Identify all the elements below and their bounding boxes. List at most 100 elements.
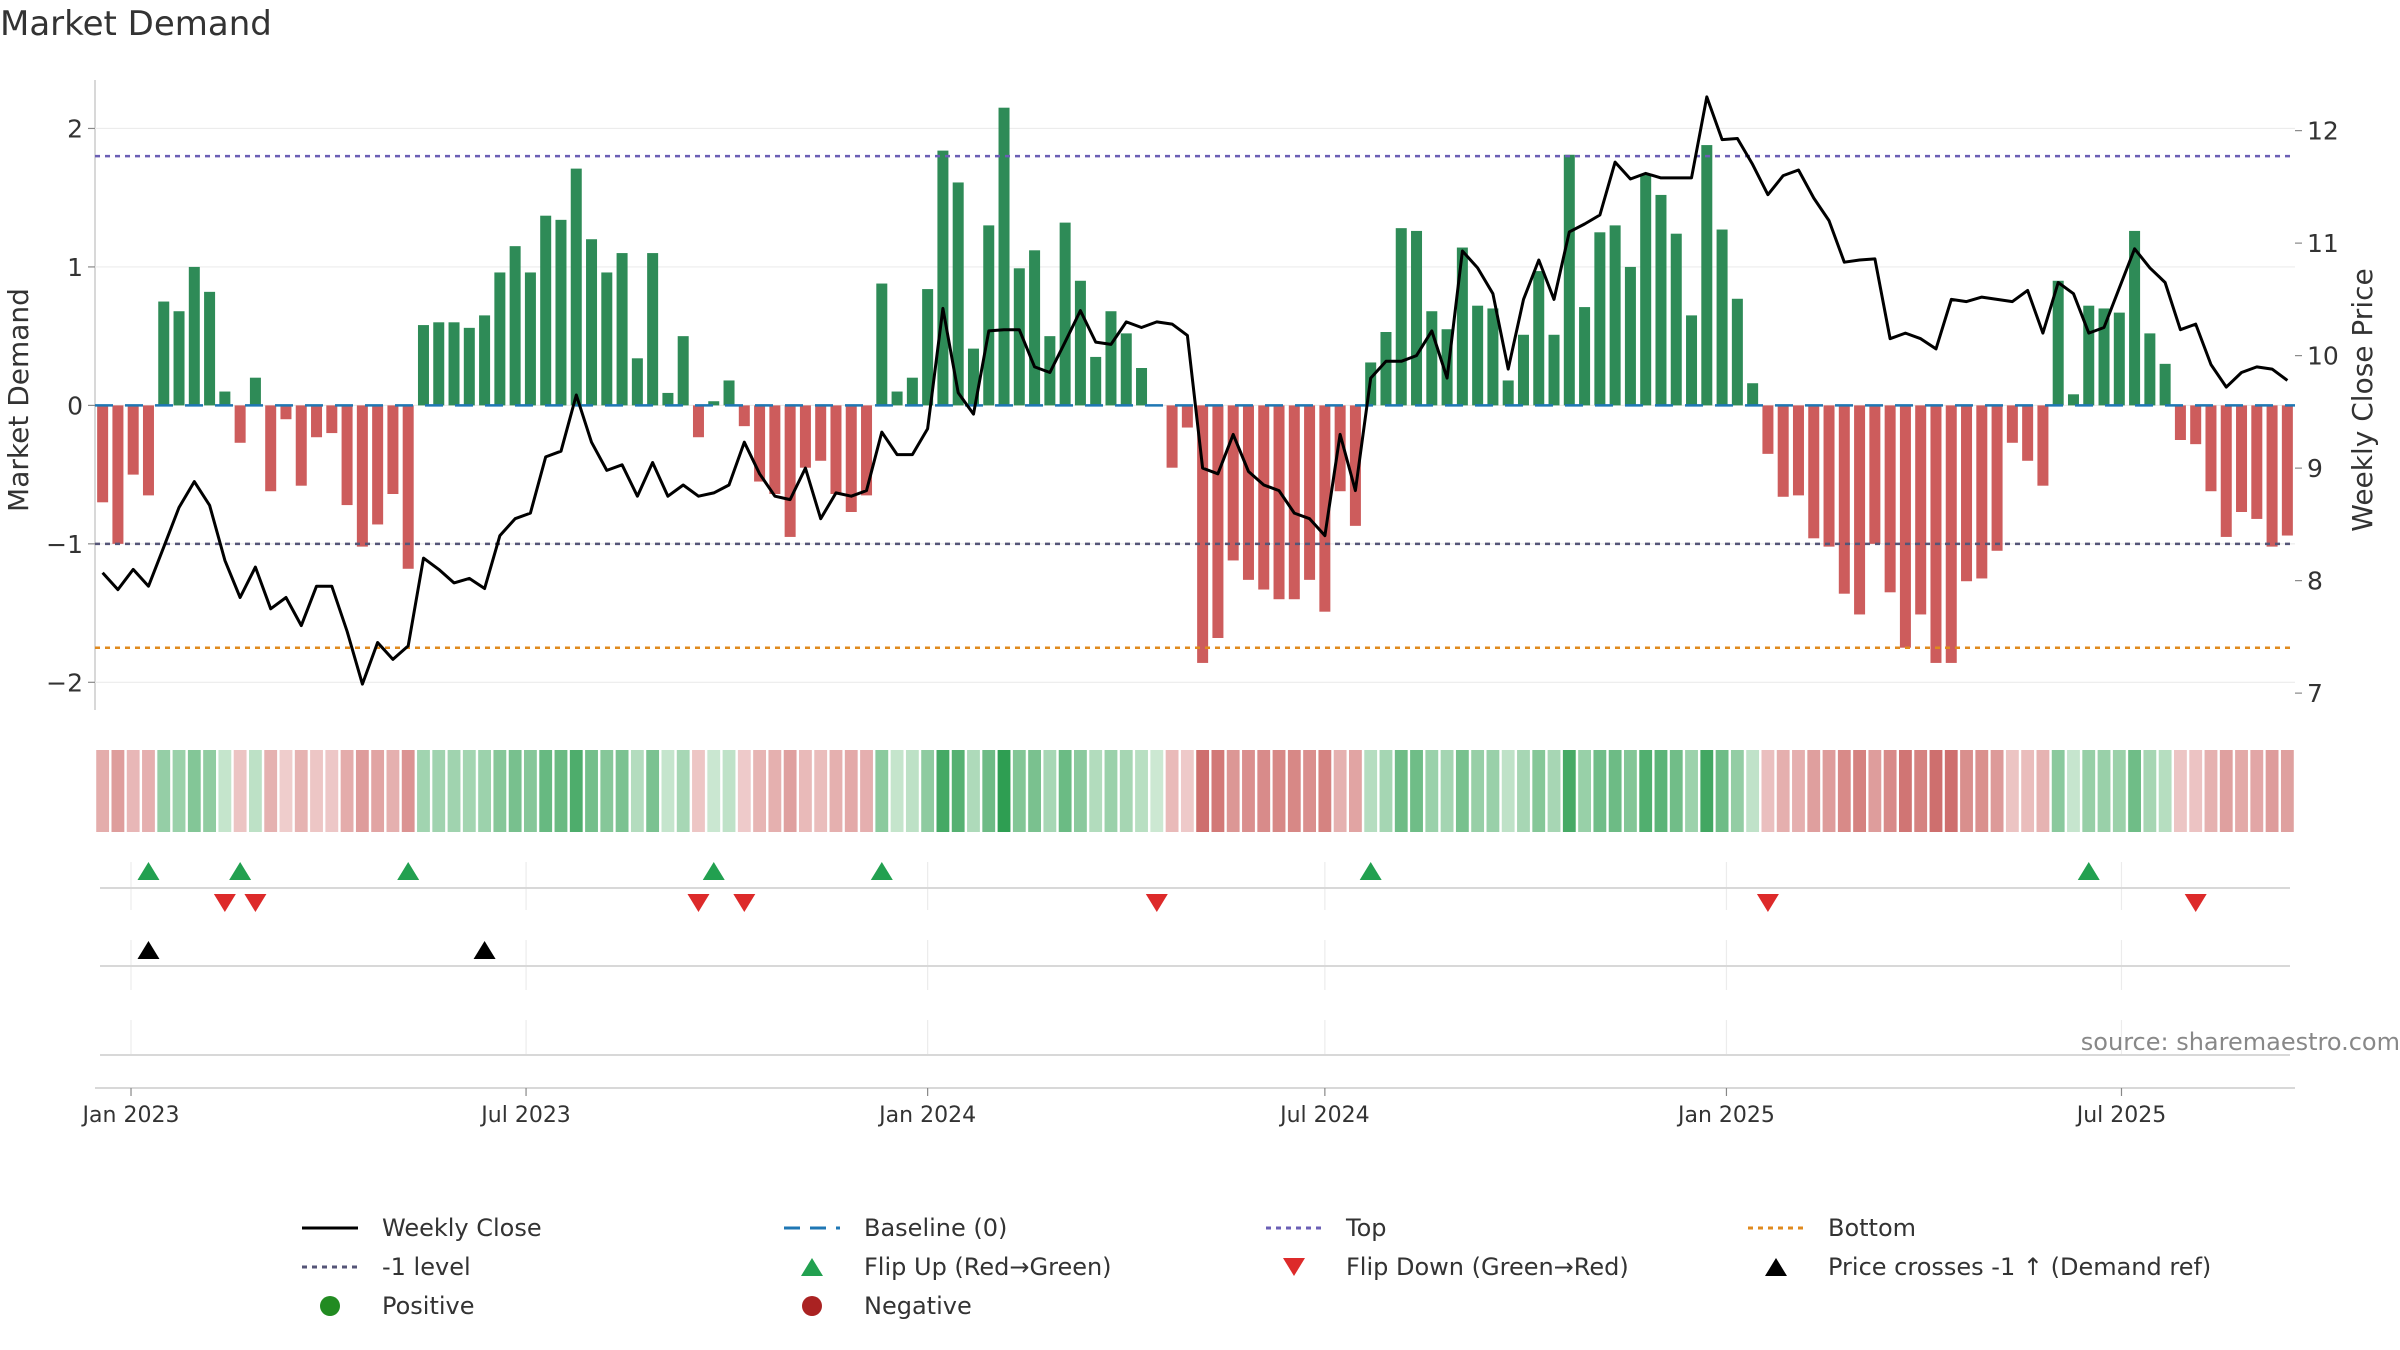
demand-bar <box>311 405 323 438</box>
y2-tick-label: 11 <box>2307 229 2339 258</box>
flip-up-marker <box>870 862 893 880</box>
demand-bar <box>555 219 567 406</box>
demand-bar <box>1548 334 1560 406</box>
demand-bar <box>1426 311 1438 406</box>
demand-bar <box>861 405 873 496</box>
demand-bar <box>983 225 995 406</box>
y-axis-label: Market Demand <box>2 288 35 512</box>
demand-strip-cell <box>157 750 171 832</box>
demand-bar <box>1059 222 1071 406</box>
demand-bar <box>1105 311 1117 406</box>
demand-strip-cell <box>447 750 461 832</box>
demand-strip-cell <box>1960 750 1973 832</box>
demand-strip-cell <box>340 750 354 832</box>
demand-bar <box>922 289 934 406</box>
x-tick-label: Jan 2024 <box>877 1103 976 1128</box>
demand-strip-cell <box>569 750 583 832</box>
demand-bar <box>1899 405 1911 648</box>
demand-strip-cell <box>1547 750 1561 832</box>
demand-strip-cell <box>1303 750 1316 832</box>
demand-bar <box>1242 405 1254 580</box>
demand-bar <box>1563 154 1575 406</box>
demand-bar <box>509 246 521 406</box>
legend-item: Baseline (0) <box>782 1213 1264 1243</box>
demand-strip-cell <box>2189 750 2203 832</box>
demand-strip-cell <box>249 750 262 832</box>
price-cross-marker <box>473 941 496 959</box>
demand-strip-cell <box>890 750 904 832</box>
legend-label: Top <box>1346 1213 1387 1242</box>
demand-bar <box>799 405 811 468</box>
demand-bar <box>1823 405 1835 547</box>
flip-up-marker <box>229 862 252 880</box>
demand-strip-cell <box>1074 750 1087 832</box>
demand-strip-cell <box>1012 750 1026 832</box>
demand-strip-cell <box>111 750 125 832</box>
demand-bar <box>1487 308 1499 406</box>
demand-bar <box>2251 405 2263 519</box>
demand-strip-cell <box>1379 750 1393 832</box>
legend-symbol-icon <box>300 1213 360 1243</box>
demand-bar <box>1349 405 1361 526</box>
demand-strip-cell <box>1226 750 1240 832</box>
demand-strip-cell <box>1730 750 1744 832</box>
demand-strip-cell <box>2204 750 2218 832</box>
demand-bar <box>647 253 659 406</box>
demand-strip-cell <box>1318 750 1332 832</box>
demand-bar <box>2098 308 2110 406</box>
y-tick-label: −1 <box>46 530 83 559</box>
demand-bar <box>891 391 903 406</box>
demand-bar <box>1227 405 1239 561</box>
flip-down-marker <box>733 894 756 912</box>
demand-strip-cell <box>676 750 690 832</box>
y2-tick-label: 7 <box>2307 679 2323 708</box>
legend-row: -1 level Flip Up (Red→Green) Flip Down (Gr… <box>300 1247 2250 1286</box>
y2-tick-label: 9 <box>2307 454 2323 483</box>
y-tick-label: 1 <box>67 253 83 282</box>
demand-bar <box>2129 230 2141 406</box>
demand-strip-cell <box>600 750 614 832</box>
demand-bar <box>1991 405 2003 551</box>
legend-symbol-icon <box>1746 1213 1806 1243</box>
demand-bar <box>677 336 689 406</box>
demand-bar <box>433 322 445 406</box>
y-tick-label: −2 <box>46 668 83 697</box>
demand-strip-cell <box>1593 750 1607 832</box>
demand-bar <box>937 150 949 406</box>
demand-bar <box>2236 405 2248 512</box>
demand-bar <box>815 405 827 461</box>
demand-strip-cell <box>1471 750 1485 832</box>
legend-symbol-icon <box>782 1252 842 1282</box>
demand-strip-cell <box>1440 750 1454 832</box>
demand-strip-cell <box>1119 750 1133 832</box>
demand-strip-cell <box>722 750 736 832</box>
y2-axis-label: Weekly Close Price <box>2346 268 2379 531</box>
demand-strip-cell <box>2235 750 2248 832</box>
legend-item: Flip Down (Green→Red) <box>1264 1252 1746 1282</box>
flip-down-marker <box>244 894 267 912</box>
demand-bar <box>1472 305 1484 406</box>
demand-bar <box>142 405 154 496</box>
demand-strip-cell <box>646 750 660 832</box>
demand-strip-cell <box>1532 750 1546 832</box>
demand-bar <box>2220 405 2232 537</box>
demand-heat-strip <box>96 750 2294 832</box>
legend-symbol-icon <box>300 1252 360 1282</box>
demand-bar <box>662 392 674 406</box>
demand-bar <box>1517 334 1529 406</box>
demand-bar <box>1090 356 1102 406</box>
demand-bar <box>2022 405 2034 461</box>
demand-strip-cell <box>1180 750 1194 832</box>
legend-item: Price crosses -1 ↑ (Demand ref) <box>1746 1252 2228 1282</box>
demand-bar <box>1411 230 1423 406</box>
legend-row: Positive Negative <box>300 1286 2250 1325</box>
demand-bar <box>97 405 109 503</box>
flip-down-marker <box>213 894 236 912</box>
demand-strip-cell <box>2143 750 2157 832</box>
demand-strip-cell <box>1150 750 1164 832</box>
demand-strip-cell <box>325 750 339 832</box>
demand-strip-cell <box>2097 750 2111 832</box>
demand-bar <box>754 405 766 482</box>
demand-bar <box>1120 333 1132 406</box>
